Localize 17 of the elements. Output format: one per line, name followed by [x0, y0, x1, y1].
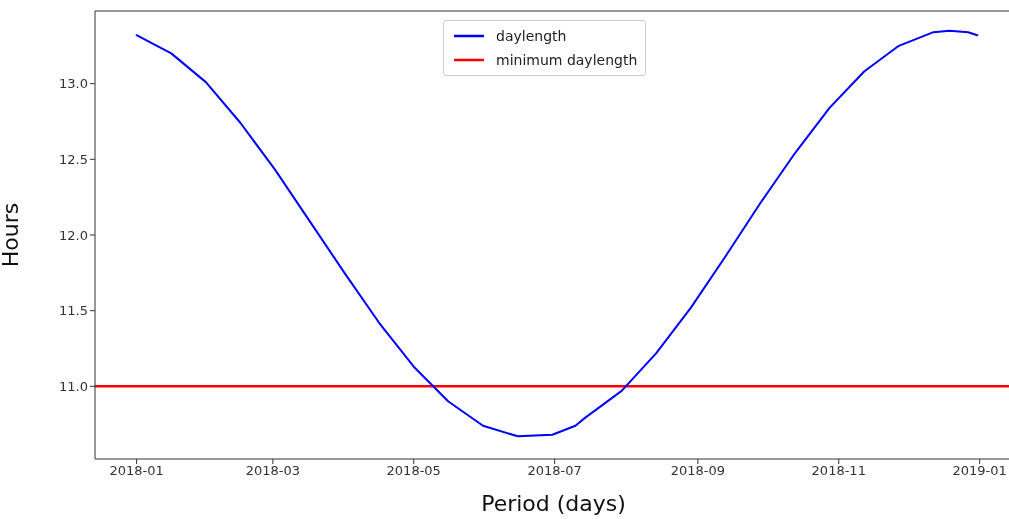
y-tick-label: 12.5: [59, 151, 88, 167]
x-tick-label: 2018-01: [109, 463, 164, 479]
legend-label: daylength: [496, 28, 567, 44]
x-tick-label: 2018-03: [245, 463, 301, 479]
line-series: [135, 29, 979, 438]
x-tick-label: 2018-07: [527, 463, 582, 479]
y-tick-label: 11.5: [59, 303, 88, 319]
y-axis-title: Hours: [0, 202, 23, 268]
x-axis-title: Period (days): [481, 491, 626, 516]
x-tick-label: 2018-11: [811, 463, 866, 479]
y-tick-label: 13.0: [59, 76, 88, 92]
legend-label: minimum daylength: [496, 52, 638, 68]
x-tick-label: 2018-05: [386, 463, 441, 479]
y-tick-label: 11.0: [59, 378, 88, 394]
x-tick-label: 2019-01: [952, 463, 1007, 479]
x-tick-label: 2018-09: [670, 463, 726, 479]
y-tick-label: 12.0: [59, 227, 88, 243]
